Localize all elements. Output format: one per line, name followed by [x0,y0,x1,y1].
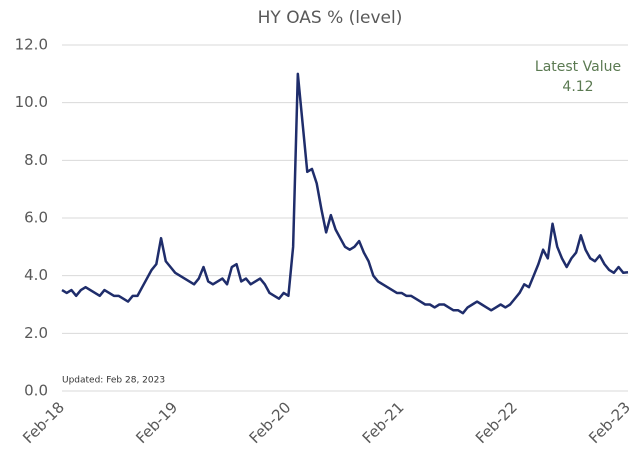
x-tick-label: Feb-22 [472,398,521,447]
y-tick-label: 8.0 [24,151,48,169]
line [61,72,629,315]
x-tick-label: Feb-20 [246,398,295,447]
annotation: Updated: Feb 28, 2023 [62,376,165,386]
x-tick-label: Feb-19 [132,398,181,447]
chart-title: HY OAS % (level) [258,8,403,28]
y-tick-label: 6.0 [24,209,48,227]
y-tick-label: 12.0 [15,36,48,54]
annotation: 4.12 [562,79,593,95]
y-tick-label: 4.0 [24,266,48,284]
x-tick-label: Feb-18 [19,398,68,447]
y-tick-label: 10.0 [15,93,48,111]
annotation: Latest Value [535,59,621,75]
x-tick-label: Feb-23 [585,398,634,447]
y-tick-label: 2.0 [24,324,48,342]
y-tick-label: 0.0 [24,382,48,400]
x-tick-label: Feb-21 [359,398,408,447]
